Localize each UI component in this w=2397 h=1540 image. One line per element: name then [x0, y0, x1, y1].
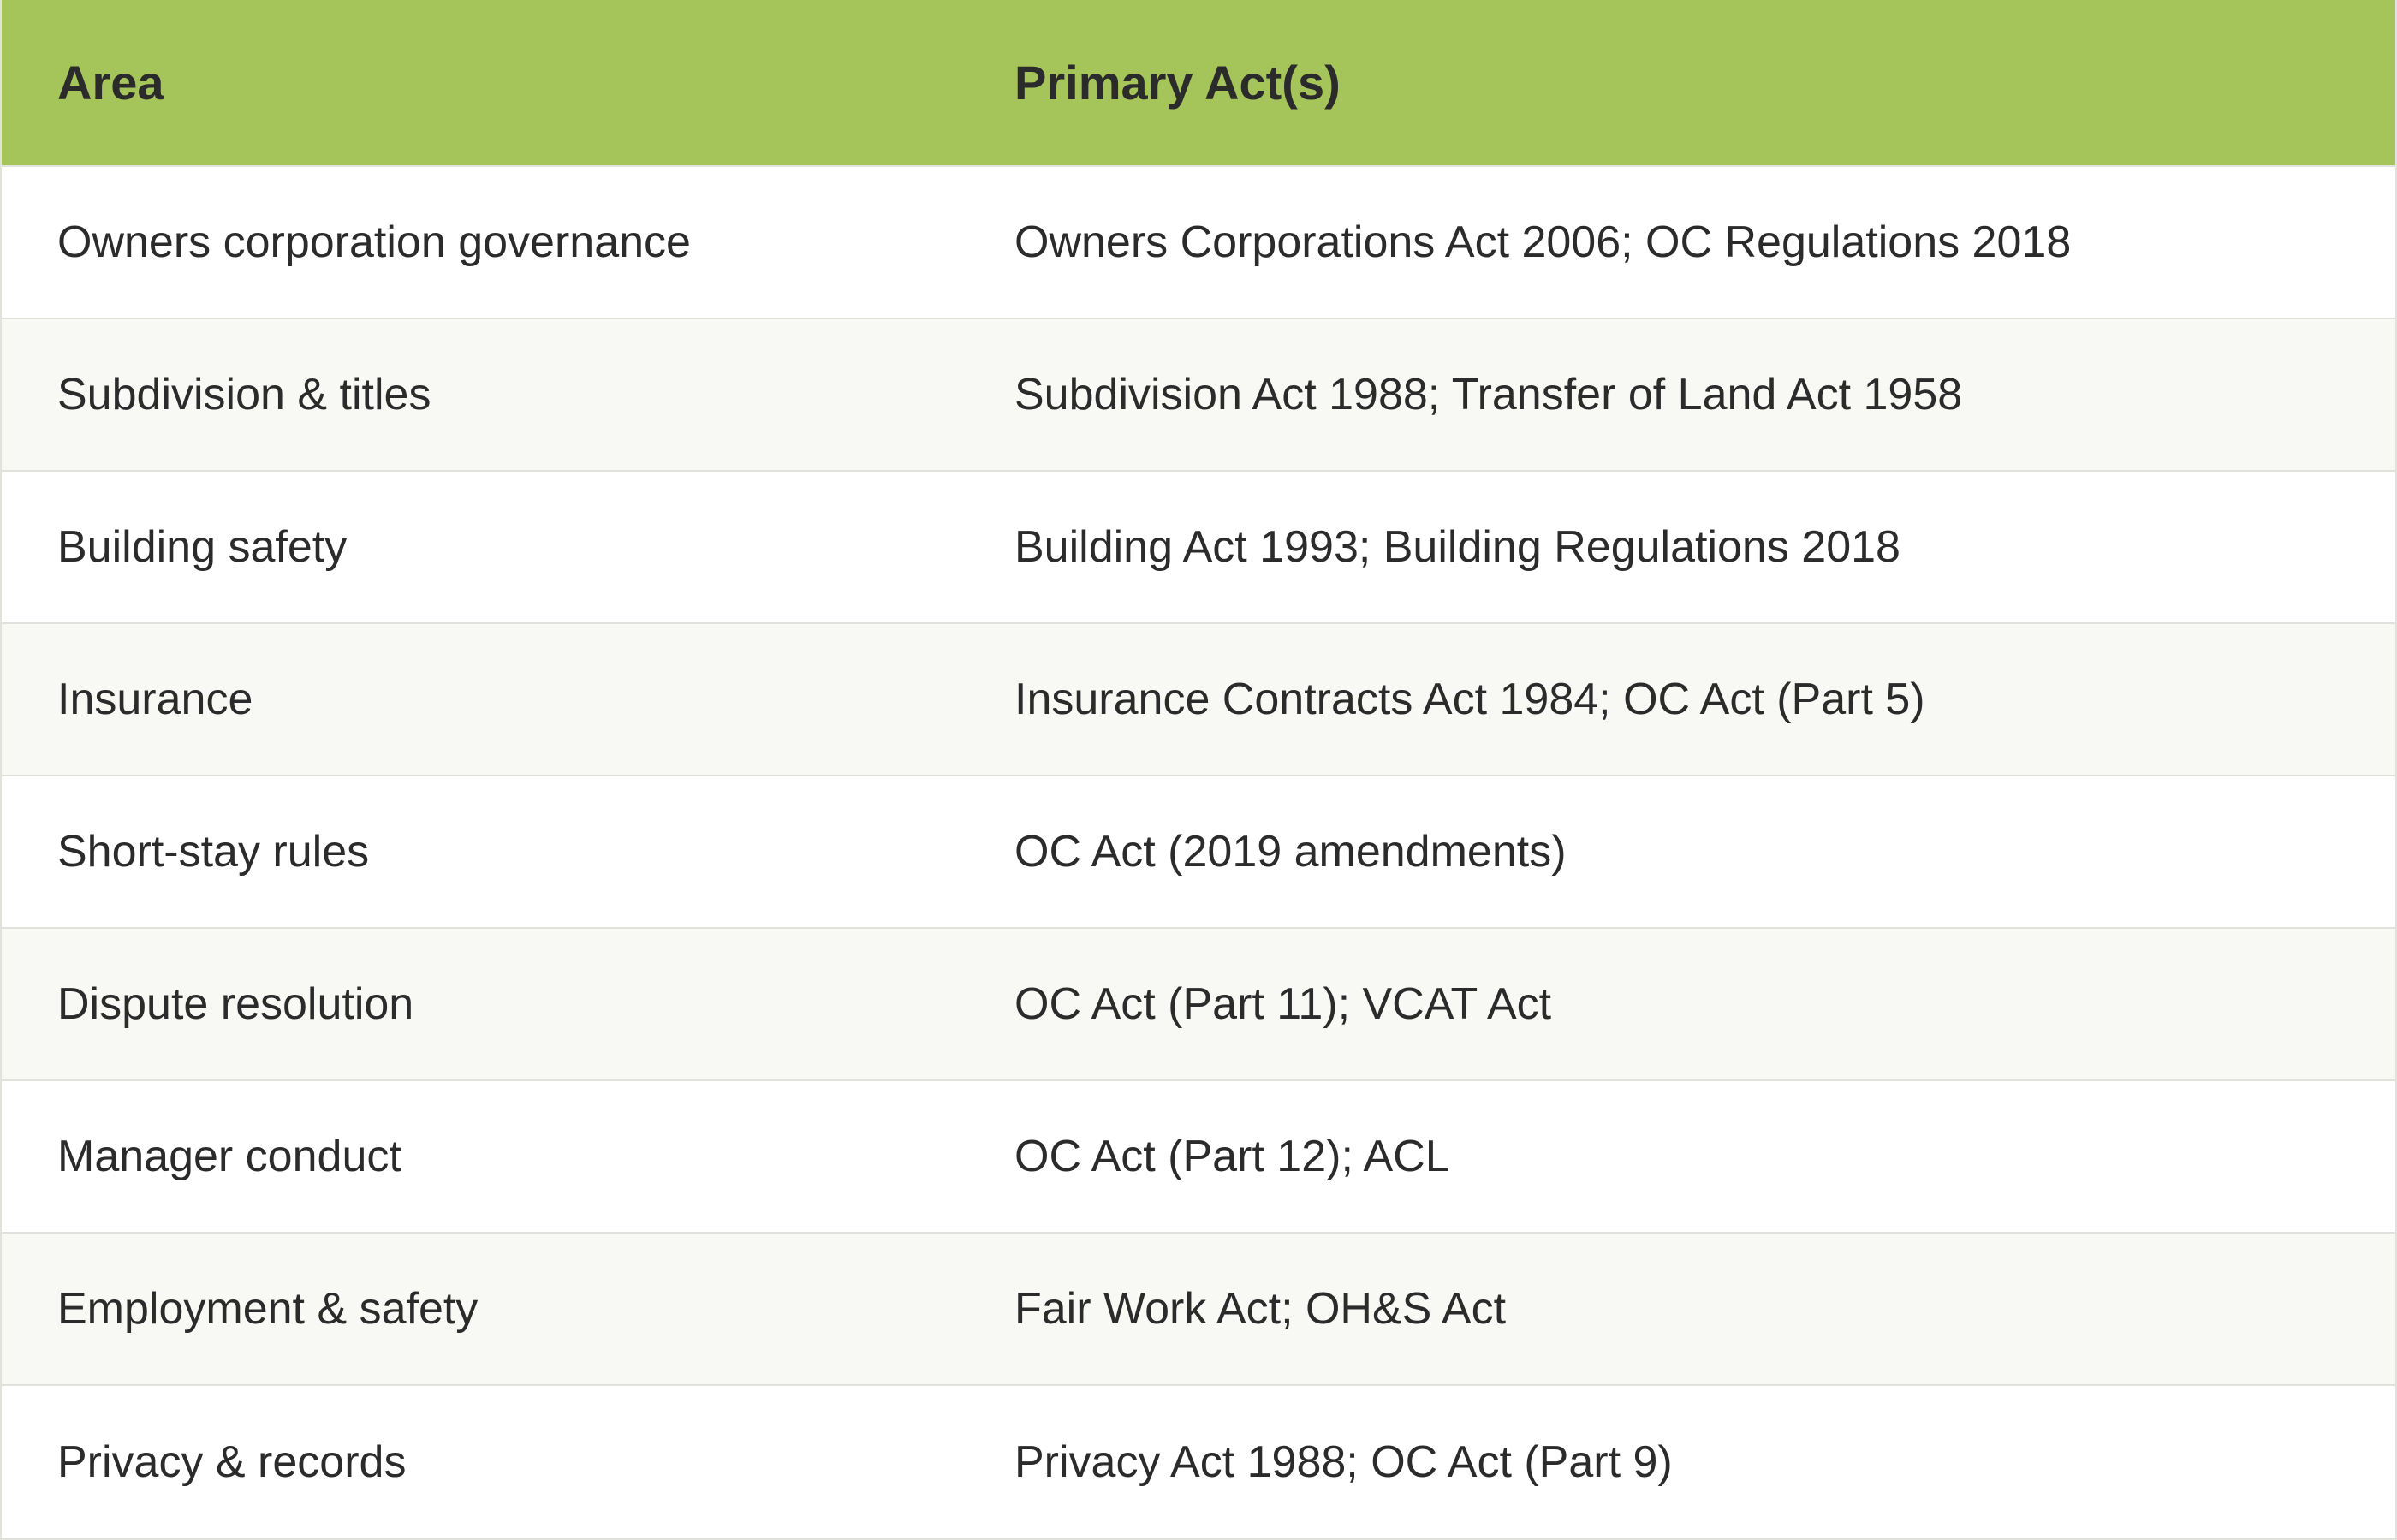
- acts-cell: Building Act 1993; Building Regulations …: [1014, 522, 1900, 572]
- table-row: Privacy & records Privacy Act 1988; OC A…: [2, 1385, 2395, 1537]
- table-row: Dispute resolution OC Act (Part 11); VCA…: [2, 928, 2395, 1080]
- table-header: Area Primary Act(s): [2, 0, 2395, 166]
- column-header-area: Area: [57, 56, 164, 110]
- acts-cell: Insurance Contracts Act 1984; OC Act (Pa…: [1014, 675, 1925, 724]
- table-row: Subdivision & titles Subdivision Act 198…: [2, 318, 2395, 471]
- table-body: Owners corporation governance Owners Cor…: [2, 166, 2395, 1537]
- area-cell: Owners corporation governance: [57, 217, 691, 267]
- acts-cell: Owners Corporations Act 2006; OC Regulat…: [1014, 217, 2072, 267]
- column-header-primary-acts: Primary Act(s): [1014, 56, 1341, 110]
- area-cell: Insurance: [57, 675, 253, 724]
- area-cell: Short-stay rules: [57, 827, 370, 877]
- acts-cell: Subdivision Act 1988; Transfer of Land A…: [1014, 370, 1963, 419]
- acts-cell: OC Act (Part 12); ACL: [1014, 1132, 1450, 1181]
- table-row: Owners corporation governance Owners Cor…: [2, 166, 2395, 318]
- acts-cell: Privacy Act 1988; OC Act (Part 9): [1014, 1436, 1673, 1487]
- table-row: Employment & safety Fair Work Act; OH&S …: [2, 1233, 2395, 1385]
- area-cell: Dispute resolution: [57, 979, 414, 1029]
- table-row: Manager conduct OC Act (Part 12); ACL: [2, 1080, 2395, 1233]
- acts-cell: Fair Work Act; OH&S Act: [1014, 1284, 1507, 1334]
- area-cell: Building safety: [57, 522, 348, 572]
- area-cell: Manager conduct: [57, 1132, 401, 1181]
- area-cell: Employment & safety: [57, 1284, 479, 1334]
- table-row: Insurance Insurance Contracts Act 1984; …: [2, 623, 2395, 776]
- table-row: Building safety Building Act 1993; Build…: [2, 471, 2395, 623]
- area-cell: Privacy & records: [57, 1436, 407, 1487]
- area-cell: Subdivision & titles: [57, 370, 431, 419]
- acts-cell: OC Act (Part 11); VCAT Act: [1014, 979, 1552, 1029]
- acts-cell: OC Act (2019 amendments): [1014, 827, 1567, 877]
- table-row: Short-stay rules OC Act (2019 amendments…: [2, 776, 2395, 928]
- table-header-row: Area Primary Act(s): [2, 0, 2395, 166]
